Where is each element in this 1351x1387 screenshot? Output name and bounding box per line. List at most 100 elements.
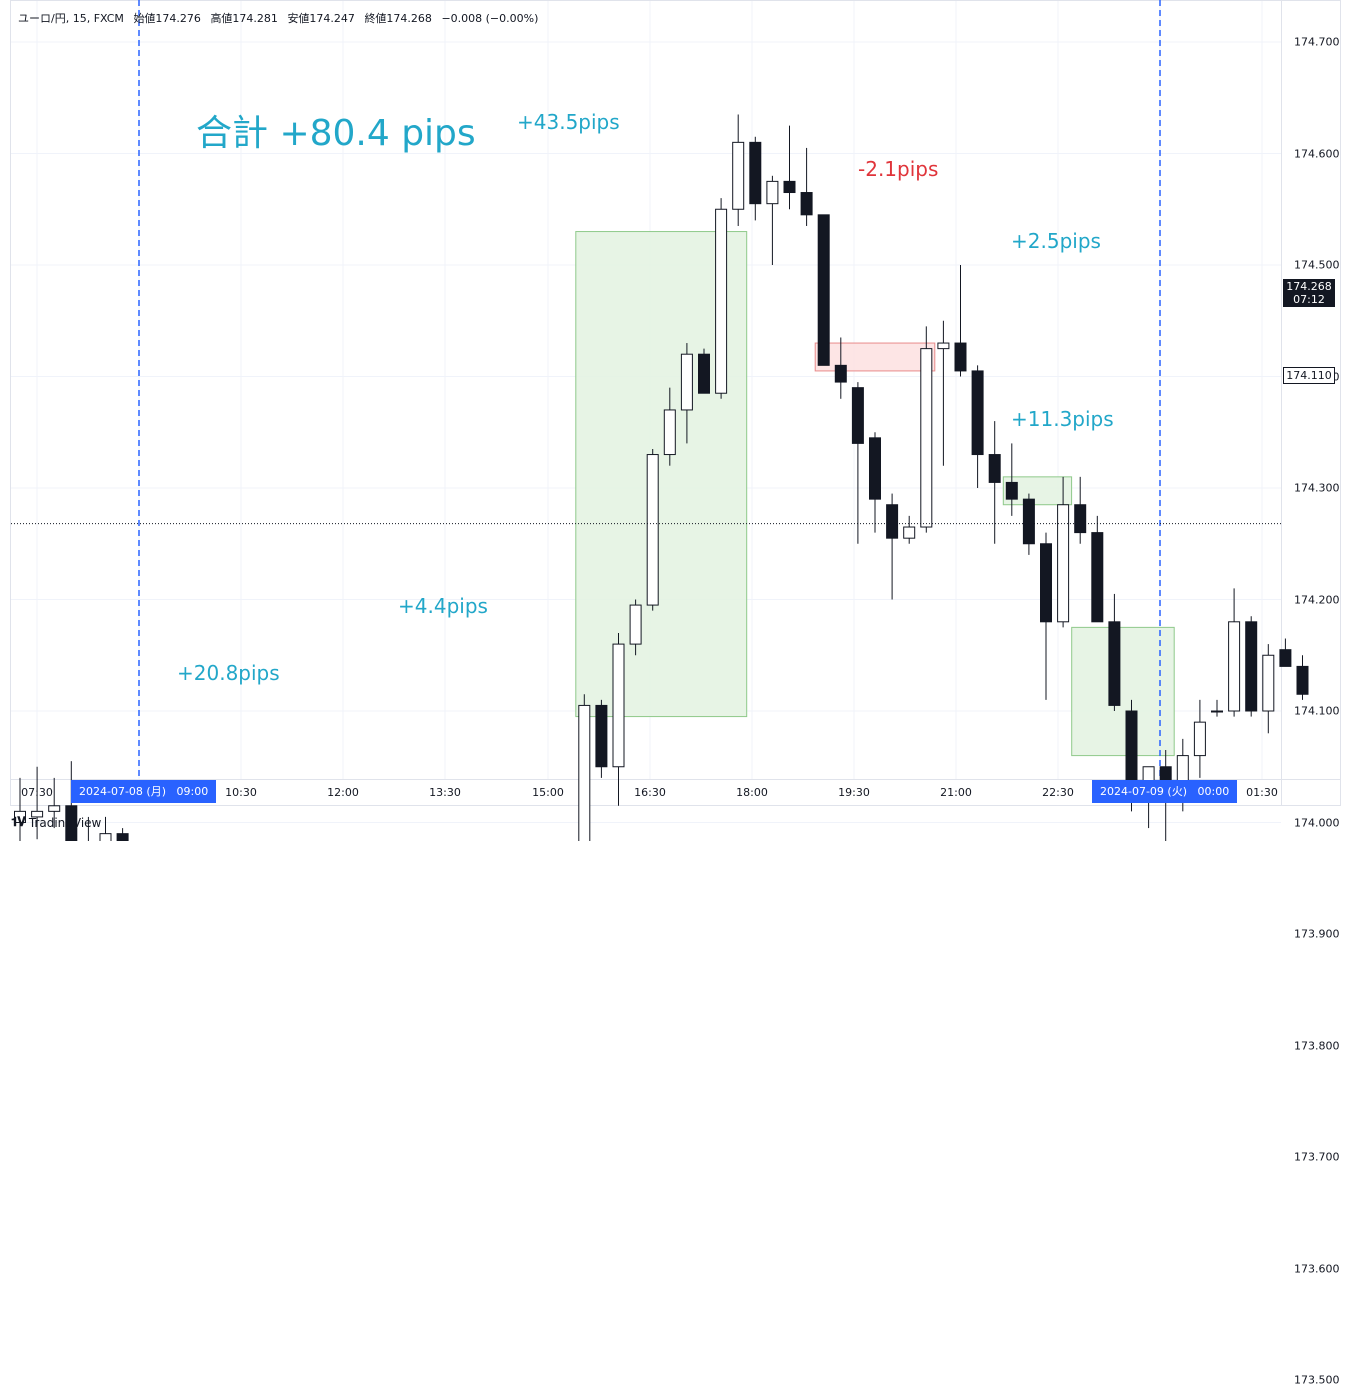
time-axis-label: 18:00: [736, 786, 768, 799]
candle-body-up: [1193, 721, 1206, 757]
candle: [988, 421, 1001, 544]
time-scale-border: [10, 779, 1341, 780]
candle: [629, 599, 642, 656]
candle: [1022, 493, 1035, 555]
candle-body-down: [783, 180, 796, 194]
candle: [920, 326, 933, 533]
candle: [1040, 532, 1052, 700]
candle-body-down: [851, 387, 864, 444]
price-axis-label: 174.200: [1294, 593, 1340, 606]
time-axis-label: 13:30: [429, 786, 461, 799]
candle: [14, 777, 26, 841]
candle: [1193, 699, 1206, 778]
candle-body-up: [1057, 504, 1070, 623]
candle: [646, 448, 659, 611]
current-price-countdown: 07:12: [1293, 293, 1325, 306]
candle-body-down: [988, 454, 1001, 483]
candle-body-up: [732, 141, 745, 210]
price-axis-label: 174.000: [1294, 816, 1340, 829]
legend-symbol[interactable]: ユーロ/円, 15, FXCM: [18, 12, 124, 25]
candle: [1211, 699, 1223, 717]
current-price-value: 174.268: [1286, 280, 1332, 293]
candle: [698, 348, 710, 394]
candle: [1074, 476, 1087, 544]
price-axis-label: 174.500: [1294, 258, 1340, 272]
candle-body-up: [646, 454, 659, 606]
candle: [971, 365, 984, 488]
candle: [1091, 515, 1104, 623]
candle: [680, 343, 693, 444]
trade-label-5: +2.5pips: [1011, 229, 1101, 253]
candle-body-down: [1040, 543, 1052, 623]
candle: [869, 432, 881, 533]
trade-label-6: +11.3pips: [1011, 407, 1114, 431]
tradingview-logo-text: TradingView: [28, 815, 102, 830]
candle: [800, 147, 813, 226]
candle-body-up: [903, 526, 916, 539]
last-price-tag: 174.110: [1283, 367, 1335, 384]
candle: [732, 114, 745, 226]
candle-body-down: [698, 353, 710, 394]
time-axis-label: 10:30: [225, 786, 257, 799]
candle: [851, 382, 864, 544]
price-axis-label: 173.500: [1294, 1373, 1340, 1387]
time-axis-label: 07:30: [21, 786, 53, 799]
candle-body-up: [1262, 654, 1275, 712]
price-axis-label: 174.300: [1294, 481, 1340, 495]
trade-label-3: +43.5pips: [517, 110, 620, 134]
price-axis-label: 174.700: [1294, 35, 1340, 49]
candle-body-down: [1279, 649, 1292, 667]
candle-body-up: [31, 810, 44, 818]
trade-box-6: [1071, 626, 1175, 757]
candle-body-up: [1228, 621, 1241, 712]
tradingview-logo[interactable]: 𝟏𝐕 TradingView: [11, 815, 101, 830]
legend-low: 安値174.247: [287, 12, 355, 25]
candle-body-down: [869, 437, 881, 500]
candle: [937, 320, 950, 466]
candle: [87, 816, 89, 841]
price-axis-label: 173.800: [1294, 1039, 1340, 1052]
legend-change: −0.008 (−0.00%): [441, 12, 539, 25]
chart-legend: ユーロ/円, 15, FXCM 始値174.276 高値174.281 安値17…: [18, 10, 544, 26]
candle: [834, 337, 847, 399]
candle: [578, 694, 591, 841]
candle-body-up: [48, 805, 61, 812]
price-scale-border: [1281, 0, 1282, 806]
candle-body-up: [766, 180, 779, 205]
time-axis-label: 19:30: [838, 786, 870, 799]
candle-body-down: [116, 833, 129, 841]
trade-box-4: [814, 342, 936, 372]
candle: [715, 198, 728, 399]
candle-body-down: [749, 141, 762, 205]
candle: [749, 136, 762, 221]
candle: [663, 387, 676, 466]
candle: [817, 214, 830, 366]
candle-body-up: [715, 208, 728, 394]
candle-body-down: [834, 364, 847, 383]
candle: [1296, 655, 1309, 700]
time-axis-label: 21:00: [940, 786, 972, 799]
candle-body-down: [1125, 710, 1138, 790]
candle: [903, 515, 916, 544]
candle: [886, 493, 899, 600]
candle-body-down: [1245, 621, 1258, 712]
price-axis-label: 173.600: [1294, 1262, 1340, 1275]
candle-body-up: [680, 353, 693, 411]
candle-body-down: [65, 805, 78, 841]
price-axis-label: 173.700: [1294, 1150, 1340, 1164]
candle: [954, 265, 967, 377]
candle-body-up: [937, 342, 950, 350]
candle-body-up: [920, 348, 933, 528]
time-axis-date-highlight: 2024-07-08 (月) 09:00: [71, 780, 217, 803]
candle: [612, 632, 625, 806]
total-pips-label: 合計 +80.4 pips: [196, 113, 476, 154]
candle-body-down: [1296, 665, 1309, 695]
current-price-tag: 174.268 07:12: [1283, 279, 1335, 307]
candle-body-down: [971, 370, 984, 456]
tradingview-logo-icon: 𝟏𝐕: [11, 815, 26, 830]
candle-body-up: [14, 810, 26, 823]
candle: [766, 175, 779, 265]
candle-body-down: [595, 704, 608, 768]
candle: [31, 766, 44, 840]
candle: [1228, 588, 1241, 717]
